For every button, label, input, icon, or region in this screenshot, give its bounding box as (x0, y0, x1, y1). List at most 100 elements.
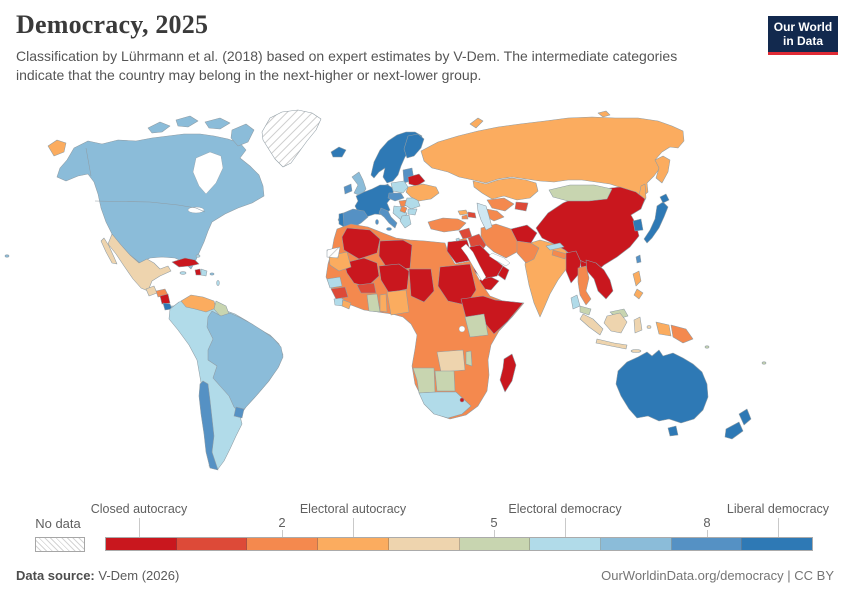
country-canada-arctic-3[interactable] (204, 117, 231, 130)
country-kazakhstan[interactable] (472, 177, 539, 201)
country-japan-hokkaido[interactable] (659, 193, 670, 204)
country-iceland[interactable] (330, 146, 347, 158)
country-bulgaria[interactable] (407, 208, 418, 216)
western-sahara-no-data[interactable] (326, 246, 341, 259)
country-fiji[interactable] (761, 361, 767, 365)
country-canada-baffin[interactable] (230, 123, 255, 147)
country-burkina-faso[interactable] (356, 282, 377, 294)
country-mongolia[interactable] (548, 184, 613, 202)
country-libya[interactable] (378, 239, 413, 272)
country-czechia-austria[interactable] (387, 192, 405, 202)
country-guinea[interactable] (330, 286, 349, 300)
country-indonesia-java[interactable] (595, 338, 628, 350)
country-cuba[interactable] (171, 257, 200, 268)
country-indonesia-moluccas[interactable] (646, 325, 652, 329)
country-madagascar[interactable] (499, 353, 517, 393)
country-sierra-leone[interactable] (333, 297, 344, 307)
country-nepal[interactable] (551, 249, 568, 260)
country-philippines-south[interactable] (633, 288, 644, 300)
country-nicaragua[interactable] (159, 293, 171, 305)
country-italy-sicily[interactable] (386, 227, 392, 231)
country-eswatini[interactable] (459, 397, 465, 403)
country-hawaii[interactable] (4, 254, 10, 258)
country-azerbaijan[interactable] (467, 211, 477, 219)
country-belarus[interactable] (407, 173, 426, 187)
country-brazil[interactable] (206, 310, 284, 415)
country-jamaica[interactable] (179, 271, 187, 275)
country-nigeria[interactable] (386, 289, 410, 316)
country-indonesia-lesser-sunda[interactable] (630, 349, 642, 353)
country-uzbekistan[interactable] (486, 197, 515, 212)
country-new-zealand-south[interactable] (724, 421, 744, 440)
country-indochina[interactable] (585, 259, 614, 300)
country-dominican-republic[interactable] (200, 268, 208, 277)
country-new-zealand-north[interactable] (738, 408, 752, 426)
country-serbia[interactable] (399, 205, 408, 214)
country-botswana[interactable] (434, 370, 456, 392)
country-ukraine[interactable] (405, 183, 440, 202)
legend-color-segment[interactable] (176, 538, 248, 550)
country-togo-benin[interactable] (379, 293, 388, 313)
country-canada-arctic-2[interactable] (175, 115, 199, 128)
country-afghanistan[interactable] (510, 224, 538, 244)
legend-color-segment[interactable] (106, 538, 177, 550)
country-russia-novaya-zemlya[interactable] (469, 117, 484, 129)
legend-color-bar[interactable] (105, 537, 813, 551)
country-ghana[interactable] (366, 293, 381, 313)
country-italy-sardinia[interactable] (375, 219, 379, 225)
country-turkey[interactable] (427, 217, 467, 233)
country-sri-lanka[interactable] (570, 294, 581, 310)
country-chad[interactable] (408, 268, 435, 303)
country-japan[interactable] (643, 201, 669, 244)
legend-color-segment[interactable] (318, 538, 389, 550)
country-indonesia-borneo[interactable] (603, 312, 628, 334)
country-georgia[interactable] (457, 209, 469, 216)
credit-line[interactable]: OurWorldinData.org/democracy | CC BY (601, 568, 834, 583)
country-poland[interactable] (390, 180, 409, 194)
country-taiwan[interactable] (635, 254, 642, 264)
legend-color-segment[interactable] (671, 538, 743, 550)
country-mexico-baja[interactable] (100, 237, 118, 265)
country-north-america[interactable] (56, 133, 265, 270)
no-data-swatch[interactable] (35, 537, 85, 552)
country-indonesia-sumatra[interactable] (579, 313, 604, 336)
country-papua-new-guinea[interactable] (670, 324, 694, 344)
country-portugal[interactable] (338, 212, 345, 228)
country-malaysia[interactable] (579, 305, 592, 316)
country-mali[interactable] (343, 257, 380, 288)
country-senegal[interactable] (326, 276, 343, 289)
country-south-africa[interactable] (418, 391, 472, 419)
country-west-papua[interactable] (655, 321, 672, 337)
country-indonesia-sulawesi[interactable] (633, 316, 643, 334)
country-south-korea[interactable] (632, 218, 644, 232)
country-greenland-no-data[interactable] (261, 109, 322, 168)
country-canada-arctic-1[interactable] (147, 121, 171, 134)
country-solomon-islands[interactable] (704, 345, 710, 349)
country-iran[interactable] (480, 223, 521, 259)
legend-color-segment[interactable] (388, 538, 460, 550)
country-armenia[interactable] (461, 214, 469, 220)
country-lesser-antilles[interactable] (216, 280, 220, 286)
legend-color-segment[interactable] (247, 538, 319, 550)
country-malawi[interactable] (465, 350, 473, 367)
country-puerto-rico[interactable] (209, 272, 215, 276)
country-italy[interactable] (378, 207, 398, 229)
country-zambia[interactable] (436, 349, 466, 373)
country-thailand[interactable] (577, 265, 592, 306)
country-bahamas[interactable] (195, 254, 201, 258)
country-ireland[interactable] (343, 183, 353, 195)
country-chile[interactable] (198, 380, 219, 471)
country-greece[interactable] (399, 214, 412, 229)
country-australia[interactable] (615, 349, 709, 424)
legend-color-segment[interactable] (459, 538, 531, 550)
country-australia-tasmania[interactable] (667, 425, 679, 437)
country-algeria[interactable] (341, 227, 381, 260)
legend-color-segment[interactable] (742, 538, 813, 550)
owid-logo[interactable]: Our World in Data (768, 16, 838, 55)
country-mexico[interactable] (107, 233, 172, 292)
country-liberia[interactable] (341, 299, 352, 310)
country-finland[interactable] (403, 133, 425, 159)
country-russia[interactable] (420, 116, 685, 199)
country-kenya[interactable] (464, 313, 489, 338)
country-russia-kamchatka[interactable] (654, 155, 671, 184)
